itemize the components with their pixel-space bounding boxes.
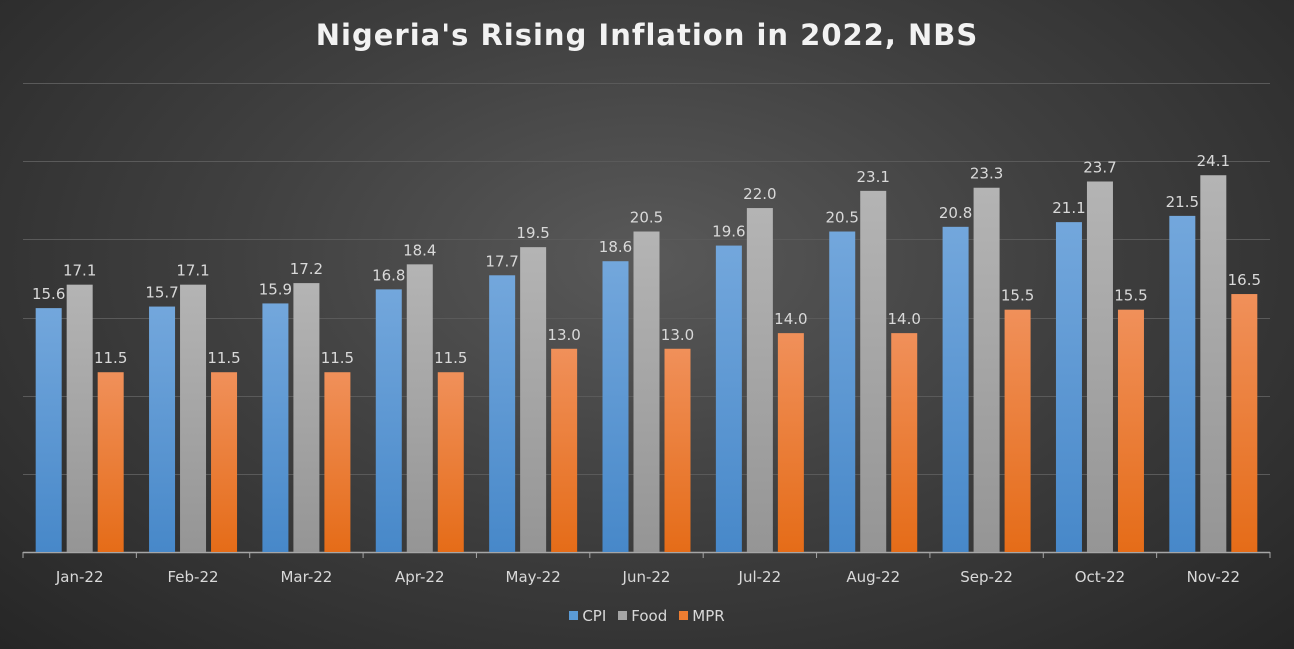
legend-label: CPI bbox=[582, 607, 607, 625]
legend-swatch bbox=[569, 611, 579, 620]
data-label: 19.5 bbox=[516, 224, 549, 242]
data-label: 16.5 bbox=[1228, 271, 1261, 289]
bar-cpi bbox=[35, 308, 62, 552]
bar-cpi bbox=[602, 261, 629, 552]
bar-cpi bbox=[149, 306, 176, 552]
data-label: 20.5 bbox=[630, 209, 663, 227]
bar-cpi bbox=[262, 303, 289, 552]
data-label: 20.5 bbox=[826, 209, 859, 227]
data-label: 14.0 bbox=[888, 310, 921, 328]
data-label: 11.5 bbox=[94, 349, 127, 367]
bar-food bbox=[66, 284, 93, 552]
data-label: 17.2 bbox=[290, 260, 323, 278]
bar-mpr bbox=[1231, 294, 1258, 552]
bar-cpi bbox=[1169, 215, 1196, 552]
bar-cpi bbox=[489, 275, 516, 552]
bar-mpr bbox=[97, 372, 124, 552]
bar-mpr bbox=[1117, 309, 1144, 552]
data-label: 15.6 bbox=[32, 285, 65, 303]
data-label: 23.1 bbox=[857, 168, 890, 186]
data-label: 18.4 bbox=[403, 241, 436, 259]
data-label: 13.0 bbox=[661, 326, 694, 344]
x-tick-label: Sep-22 bbox=[960, 568, 1013, 586]
bar-mpr bbox=[551, 348, 578, 552]
data-label: 18.6 bbox=[599, 238, 632, 256]
bar-food bbox=[520, 247, 547, 552]
data-label: 17.7 bbox=[485, 252, 518, 270]
bar-food bbox=[1086, 181, 1113, 553]
data-label: 21.1 bbox=[1052, 199, 1085, 217]
bar-cpi bbox=[715, 245, 742, 552]
bar-mpr bbox=[664, 348, 691, 552]
legend-item-cpi: CPI bbox=[569, 607, 606, 625]
x-tick-label: Mar-22 bbox=[280, 568, 332, 586]
data-label: 22.0 bbox=[743, 185, 776, 203]
bar-food bbox=[406, 264, 433, 552]
bar-mpr bbox=[437, 372, 464, 552]
bar-cpi bbox=[942, 226, 969, 552]
data-label: 14.0 bbox=[774, 310, 807, 328]
data-label: 17.1 bbox=[63, 262, 96, 280]
x-tick-label: May-22 bbox=[506, 568, 561, 586]
x-tick-label: Feb-22 bbox=[168, 568, 219, 586]
bar-mpr bbox=[211, 372, 238, 552]
bar-mpr bbox=[324, 372, 351, 552]
bar-food bbox=[973, 187, 1000, 552]
data-label: 11.5 bbox=[321, 349, 354, 367]
legend-item-mpr: MPR bbox=[679, 607, 725, 625]
x-tick-label: Jun-22 bbox=[622, 568, 671, 586]
bar-cpi bbox=[829, 231, 856, 552]
data-label: 24.1 bbox=[1197, 152, 1230, 170]
data-label: 17.1 bbox=[176, 262, 209, 280]
legend-item-food: Food bbox=[618, 607, 667, 625]
bar-food bbox=[293, 283, 320, 552]
bar-food bbox=[860, 190, 887, 552]
chart-title: Nigeria's Rising Inflation in 2022, NBS bbox=[315, 18, 979, 52]
bar-food bbox=[633, 231, 660, 552]
data-label: 11.5 bbox=[207, 349, 240, 367]
x-tick-label: Nov-22 bbox=[1187, 568, 1240, 586]
data-label: 20.8 bbox=[939, 204, 972, 222]
x-tick-label: Apr-22 bbox=[395, 568, 445, 586]
bar-food bbox=[1200, 175, 1227, 552]
x-tick-label: Aug-22 bbox=[846, 568, 900, 586]
data-label: 15.5 bbox=[1001, 287, 1034, 305]
x-tick-label: Jan-22 bbox=[55, 568, 104, 586]
data-label: 13.0 bbox=[547, 326, 580, 344]
bar-mpr bbox=[891, 333, 918, 552]
data-label: 19.6 bbox=[712, 223, 745, 241]
bar-food bbox=[180, 284, 207, 552]
legend-swatch bbox=[618, 611, 628, 620]
data-label: 15.9 bbox=[259, 280, 292, 298]
legend: CPI Food MPR bbox=[0, 607, 1294, 625]
bar-mpr bbox=[1004, 309, 1031, 552]
bar-cpi bbox=[375, 289, 402, 552]
bar-cpi bbox=[1055, 222, 1082, 553]
data-label: 23.7 bbox=[1083, 158, 1116, 176]
data-label: 15.7 bbox=[145, 284, 178, 302]
x-tick-label: Oct-22 bbox=[1075, 568, 1125, 586]
data-label: 21.5 bbox=[1166, 193, 1199, 211]
data-label: 23.3 bbox=[970, 165, 1003, 183]
data-label: 15.5 bbox=[1114, 287, 1147, 305]
legend-label: Food bbox=[631, 607, 668, 625]
bar-food bbox=[746, 208, 773, 553]
x-tick-label: Jul-22 bbox=[738, 568, 782, 586]
data-label: 11.5 bbox=[434, 349, 467, 367]
bar-mpr bbox=[777, 333, 804, 552]
legend-swatch bbox=[679, 611, 689, 620]
data-label: 16.8 bbox=[372, 266, 405, 284]
legend-label: MPR bbox=[692, 607, 725, 625]
